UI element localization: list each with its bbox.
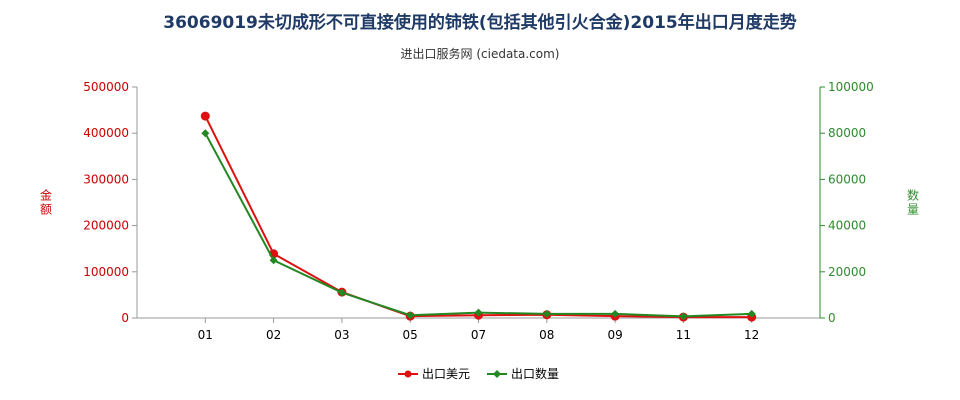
right-tick-label: 60000 <box>828 172 866 186</box>
legend-marker <box>404 370 412 378</box>
legend-item-export-value[interactable]: 出口美元 <box>398 367 470 381</box>
left-tick-label: 400000 <box>83 126 129 140</box>
data-point-export-quantity <box>406 311 415 320</box>
right-tick-label: 40000 <box>828 219 866 233</box>
left-axis-title: 金额 <box>40 188 52 217</box>
right-tick-label: 100000 <box>828 80 874 94</box>
left-tick-label: 500000 <box>83 80 129 94</box>
right-tick-label: 0 <box>828 311 836 325</box>
right-tick-label: 20000 <box>828 265 866 279</box>
left-tick-label: 200000 <box>83 219 129 233</box>
x-tick-label: 01 <box>198 328 213 342</box>
right-axis-title: 数量 <box>907 188 919 217</box>
legend-label: 出口数量 <box>511 366 559 381</box>
legend-item-export-quantity[interactable]: 出口数量 <box>487 366 559 381</box>
x-tick-label: 02 <box>266 328 281 342</box>
data-point-export-quantity <box>201 129 210 138</box>
x-tick-label: 07 <box>471 328 486 342</box>
series-line-export-value <box>204 115 752 319</box>
x-tick-label: 12 <box>744 328 759 342</box>
legend-label: 出口美元 <box>422 367 470 381</box>
data-point-export-quantity <box>679 312 688 321</box>
chart-title: 36069019未切成形不可直接使用的铈铁(包括其他引火合金)2015年出口月度… <box>163 13 797 33</box>
chart-subtitle: 进出口服务网 (ciedata.com) <box>400 47 560 61</box>
left-tick-label: 0 <box>121 311 129 325</box>
data-point-export-value <box>200 111 210 121</box>
x-tick-label: 11 <box>676 328 691 342</box>
legend-marker <box>493 370 501 378</box>
x-tick-label: 09 <box>607 328 622 342</box>
data-point-export-quantity <box>269 256 278 265</box>
right-tick-label: 80000 <box>828 126 866 140</box>
x-tick-label: 03 <box>334 328 349 342</box>
left-tick-label: 100000 <box>83 265 129 279</box>
x-tick-label: 08 <box>539 328 554 342</box>
left-tick-label: 300000 <box>83 172 129 186</box>
data-point-export-quantity <box>747 309 756 318</box>
series-line-export-quantity <box>204 132 752 318</box>
data-point-export-quantity <box>337 288 346 297</box>
x-tick-label: 05 <box>403 328 418 342</box>
data-point-export-quantity <box>542 309 551 318</box>
data-point-export-quantity <box>474 308 483 317</box>
data-point-export-quantity <box>611 309 620 318</box>
